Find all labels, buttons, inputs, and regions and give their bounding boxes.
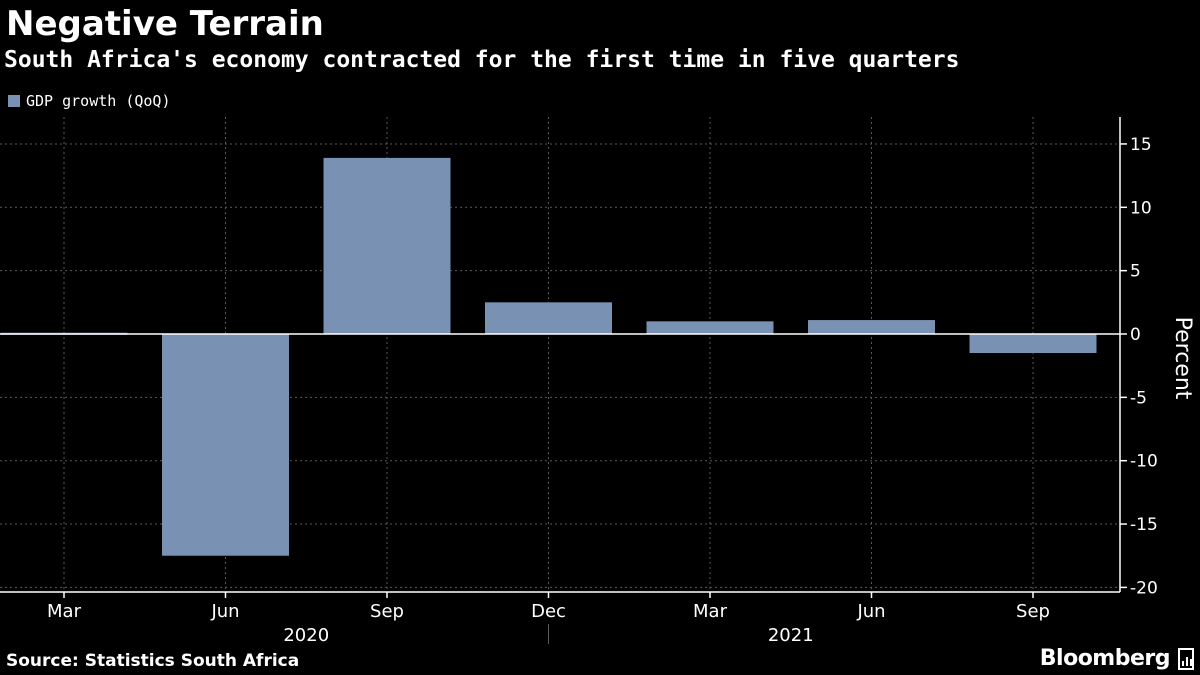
legend: GDP growth (QoQ) [8, 92, 171, 110]
x-tick-label: Mar [693, 601, 728, 622]
x-tick-label: Sep [370, 601, 404, 622]
y-tick-label: -20 [1130, 578, 1158, 598]
brand-name: Bloomberg [1039, 646, 1171, 671]
y-tick-label: 0 [1130, 325, 1141, 345]
bar-jun-5 [808, 320, 935, 334]
y-tick-label: -10 [1130, 452, 1158, 472]
y-axis-title: Percent [1170, 317, 1195, 400]
brand-logo: Bloomberg [1040, 646, 1194, 671]
x-tick-label: Dec [531, 601, 566, 622]
y-tick-label: 10 [1130, 198, 1152, 218]
chart-subtitle: South Africa's economy contracted for th… [4, 47, 960, 73]
source-note: Source: Statistics South Africa [6, 651, 300, 671]
year-label: 2021 [768, 625, 814, 646]
year-label: 2020 [283, 625, 329, 646]
chart-title: Negative Terrain [6, 4, 324, 44]
bar-dec-3 [485, 302, 612, 334]
y-tick-label: 5 [1130, 262, 1141, 282]
x-tick-label: Mar [47, 601, 82, 622]
y-tick-label: 15 [1130, 135, 1152, 155]
bar-sep-2 [323, 157, 451, 334]
bar-mar-4 [646, 321, 774, 334]
bloomberg-terminal-icon [1178, 647, 1194, 670]
bar-sep-6 [969, 334, 1097, 354]
legend-swatch [8, 95, 20, 107]
y-tick-label: -5 [1130, 388, 1147, 408]
x-tick-label: Jun [210, 601, 239, 622]
legend-label: GDP growth (QoQ) [26, 92, 171, 110]
x-tick-label: Sep [1016, 601, 1050, 622]
bar-jun-1 [162, 334, 289, 556]
x-tick-label: Jun [856, 601, 885, 622]
y-tick-label: -15 [1130, 515, 1158, 535]
